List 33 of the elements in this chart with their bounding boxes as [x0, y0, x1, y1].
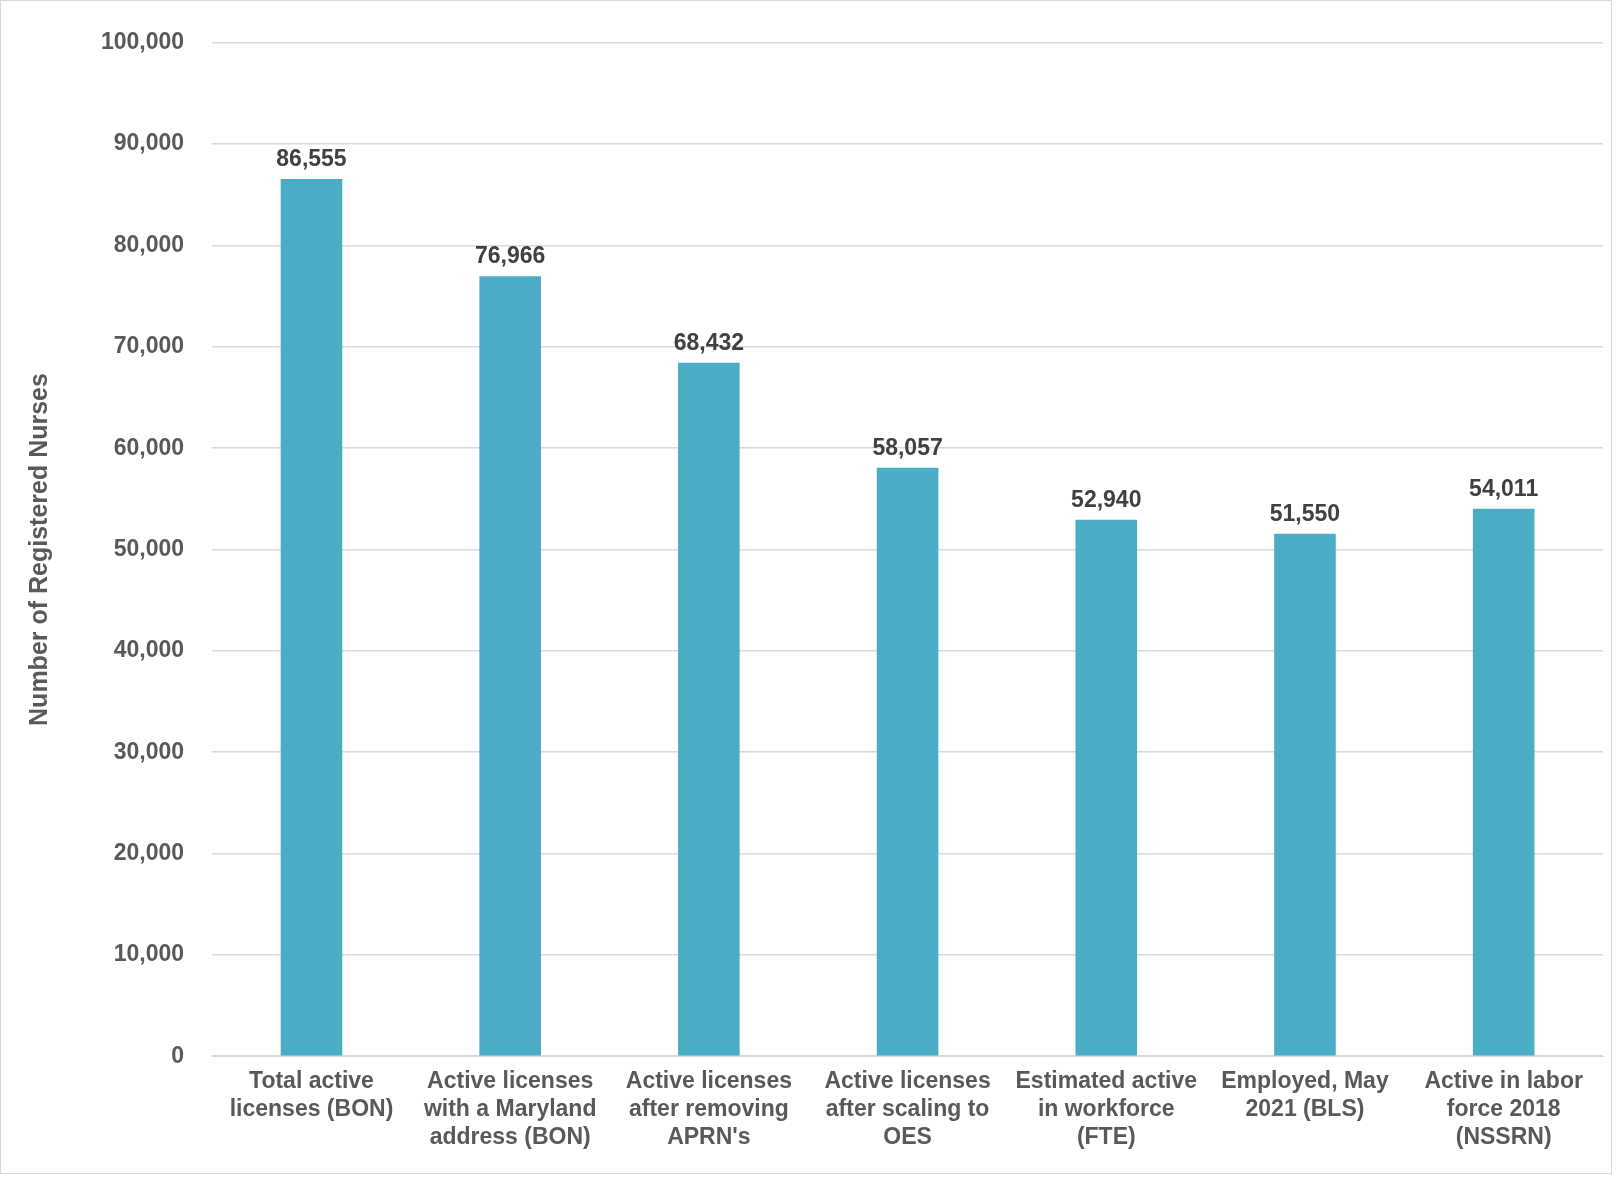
y-tick-label: 80,000 [113, 230, 185, 257]
bar [1075, 519, 1138, 1056]
y-tick-label: 90,000 [113, 129, 185, 156]
x-tick-label: Employed, May 2021 (BLS) [1221, 1067, 1389, 1121]
bar [1274, 533, 1336, 1056]
bar [280, 179, 343, 1056]
y-tick-label: 40,000 [113, 636, 185, 663]
y-tick-label: 30,000 [113, 737, 185, 764]
y-tick-label: 50,000 [113, 534, 185, 561]
x-tick-label: Active in labor force 2018 (NSSRN) [1424, 1067, 1583, 1149]
y-tick-label: 70,000 [113, 332, 185, 359]
x-tick-label: Total active licenses (BON) [229, 1067, 394, 1121]
bar [1472, 508, 1535, 1056]
data-label: 58,057 [872, 433, 943, 460]
data-label: 86,555 [276, 144, 347, 171]
data-label: 54,011 [1469, 474, 1539, 501]
x-tick-label: Active licenses with a Maryland address (BON) [422, 1067, 597, 1149]
y-tick-label: 20,000 [113, 838, 185, 865]
x-tick-label: Estimated active in workforce (FTE) [1015, 1067, 1198, 1149]
y-tick-label: 0 [171, 1041, 185, 1068]
data-label: 68,432 [673, 328, 745, 355]
x-tick-label: Active licenses after scaling to OES [824, 1067, 991, 1149]
x-tick-label: Active licenses after removing APRN's [625, 1067, 792, 1149]
data-label: 76,966 [475, 242, 546, 269]
y-tick-label: 60,000 [113, 433, 185, 460]
bar [678, 362, 740, 1056]
bar [876, 467, 939, 1056]
y-tick-label: 10,000 [113, 940, 185, 967]
data-label: 52,940 [1071, 485, 1142, 512]
y-tick-label: 100,000 [101, 28, 185, 55]
y-axis-title: Number of Registered Nurses [23, 373, 52, 726]
bar [479, 276, 541, 1056]
data-label: 51,550 [1269, 499, 1341, 526]
